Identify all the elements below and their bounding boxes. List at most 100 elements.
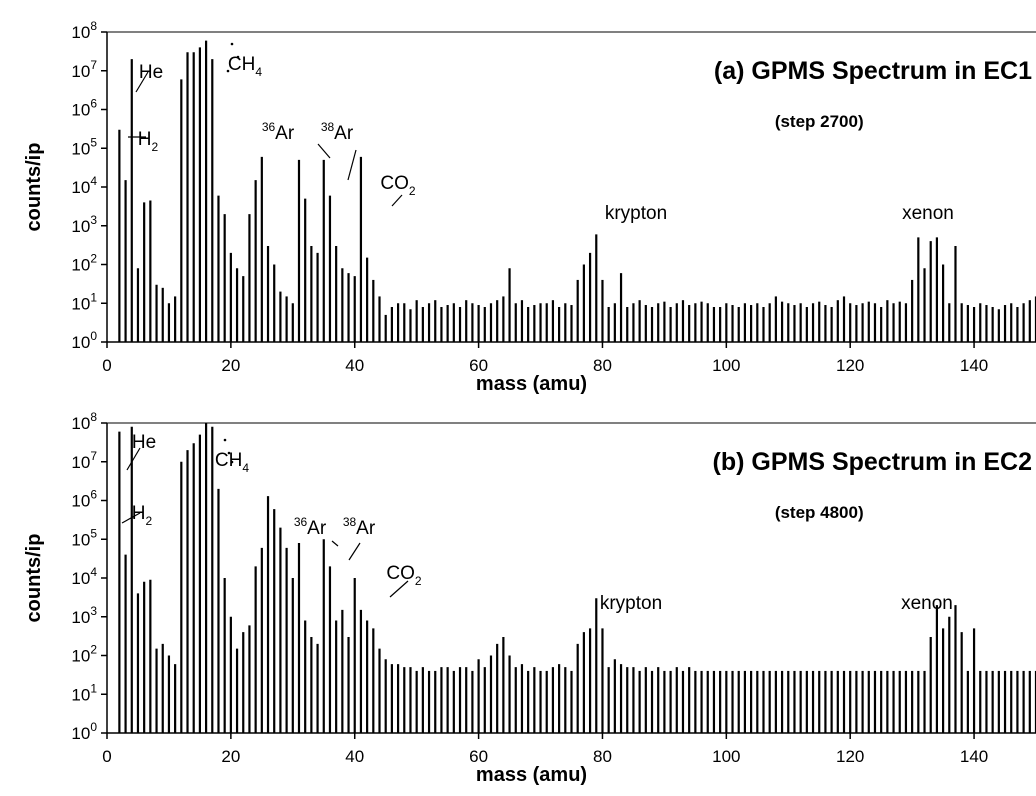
x-tick-label: 140 xyxy=(960,747,988,766)
leader-line xyxy=(317,143,331,159)
y-tick-exponent: 2 xyxy=(90,252,97,266)
y-tick-base: 10 xyxy=(71,685,90,704)
leader-line xyxy=(389,580,409,598)
peak-label: krypton xyxy=(605,203,667,224)
y-tick-label: 102 xyxy=(71,643,97,666)
y-tick-base: 10 xyxy=(71,724,90,743)
species-name: CO xyxy=(380,173,409,194)
peak-label: CH4 xyxy=(228,54,262,79)
chart-subtitle: (step 2700) xyxy=(775,112,864,131)
leader-dot xyxy=(230,460,234,464)
isotope-superscript: 36 xyxy=(294,515,308,529)
x-tick-label: 140 xyxy=(960,356,988,375)
y-tick-exponent: 8 xyxy=(90,410,97,424)
y-tick-base: 10 xyxy=(71,530,90,549)
x-tick-label: 100 xyxy=(712,747,740,766)
y-axis-label: counts/ip xyxy=(23,143,45,232)
peak-label: 36Ar xyxy=(294,515,327,539)
peak-label: CO2 xyxy=(380,173,416,198)
y-tick-label: 104 xyxy=(71,565,97,588)
leader-dot xyxy=(230,42,234,46)
y-tick-base: 10 xyxy=(71,492,90,511)
x-tick-label: 80 xyxy=(593,747,612,766)
y-tick-exponent: 0 xyxy=(90,720,97,734)
species-subscript: 4 xyxy=(255,65,262,79)
y-tick-base: 10 xyxy=(71,217,90,236)
peak-label: CO2 xyxy=(386,563,422,588)
species-name: Ar xyxy=(356,518,376,539)
x-tick-label: 60 xyxy=(469,356,488,375)
x-tick-label: 40 xyxy=(345,747,364,766)
bars xyxy=(118,40,1036,342)
leader-line xyxy=(331,540,339,547)
species-name: Ar xyxy=(275,123,295,144)
species-name: CO xyxy=(386,563,415,584)
peak-label: He xyxy=(132,432,156,453)
leader-dot xyxy=(236,55,240,59)
y-tick-label: 106 xyxy=(71,97,97,120)
y-tick-label: 105 xyxy=(71,526,97,549)
leader-dot xyxy=(227,451,231,455)
bars xyxy=(118,423,1036,733)
y-tick-exponent: 6 xyxy=(90,488,97,502)
y-tick-label: 105 xyxy=(71,135,97,158)
y-tick-exponent: 0 xyxy=(90,329,97,343)
peak-label: 38Ar xyxy=(343,515,376,539)
species-subscript: 2 xyxy=(152,140,159,154)
y-tick-label: 101 xyxy=(71,681,97,704)
peak-label: xenon xyxy=(902,203,954,224)
y-tick-base: 10 xyxy=(71,62,90,81)
leader-line xyxy=(126,447,141,471)
leader-dot xyxy=(226,69,230,73)
y-tick-label: 103 xyxy=(71,213,97,236)
species-subscript: 4 xyxy=(242,461,249,475)
y-tick-base: 10 xyxy=(71,647,90,666)
y-tick-base: 10 xyxy=(71,178,90,197)
leader-dot xyxy=(223,438,227,442)
y-tick-exponent: 3 xyxy=(90,213,97,227)
y-tick-base: 10 xyxy=(71,294,90,313)
y-tick-base: 10 xyxy=(71,333,90,352)
x-tick-label: 80 xyxy=(593,356,612,375)
species-name: Ar xyxy=(307,518,327,539)
y-tick-base: 10 xyxy=(71,414,90,433)
x-tick-label: 120 xyxy=(836,356,864,375)
x-tick-label: 0 xyxy=(102,747,111,766)
species-name: Ar xyxy=(334,123,354,144)
chart-title: (a) GPMS Spectrum in EC1 xyxy=(714,57,1032,85)
y-tick-exponent: 4 xyxy=(90,565,97,579)
isotope-superscript: 38 xyxy=(343,515,357,529)
x-tick-label: 120 xyxy=(836,747,864,766)
species-subscript: 2 xyxy=(409,184,416,198)
y-tick-exponent: 3 xyxy=(90,604,97,618)
x-tick-label: 20 xyxy=(221,356,240,375)
isotope-superscript: 38 xyxy=(321,120,335,134)
y-tick-exponent: 7 xyxy=(90,58,97,72)
y-tick-exponent: 5 xyxy=(90,135,97,149)
y-tick-base: 10 xyxy=(71,256,90,275)
y-tick-label: 104 xyxy=(71,174,97,197)
y-tick-label: 108 xyxy=(71,410,97,433)
peak-label: 38Ar xyxy=(321,120,354,144)
y-tick-exponent: 8 xyxy=(90,19,97,33)
x-tick-label: 0 xyxy=(102,356,111,375)
y-tick-base: 10 xyxy=(71,139,90,158)
y-tick-base: 10 xyxy=(71,608,90,627)
y-tick-label: 100 xyxy=(71,329,97,352)
isotope-superscript: 36 xyxy=(262,120,276,134)
peak-label: krypton xyxy=(600,593,662,614)
x-tick-label: 40 xyxy=(345,356,364,375)
y-tick-label: 106 xyxy=(71,488,97,511)
y-tick-base: 10 xyxy=(71,453,90,472)
chart-title: (b) GPMS Spectrum in EC2 xyxy=(713,448,1032,476)
peak-label: 36Ar xyxy=(262,120,295,144)
peak-label: xenon xyxy=(901,593,953,614)
x-tick-label: 60 xyxy=(469,747,488,766)
leader-line xyxy=(135,71,149,93)
y-tick-base: 10 xyxy=(71,569,90,588)
y-tick-base: 10 xyxy=(71,23,90,42)
y-tick-exponent: 7 xyxy=(90,449,97,463)
species-subscript: 2 xyxy=(415,574,422,588)
